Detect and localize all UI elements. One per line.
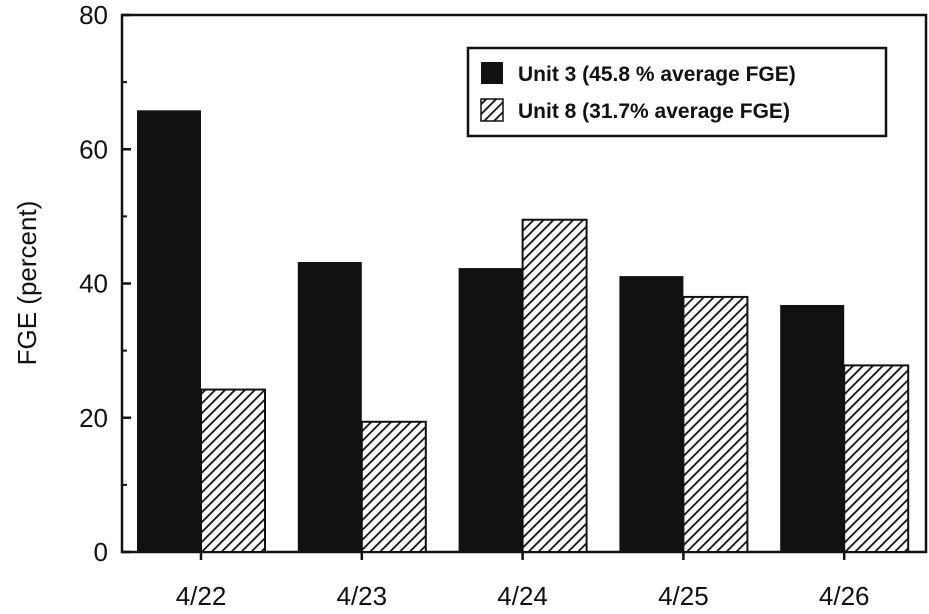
x-tick-label: 4/24: [497, 581, 548, 611]
y-tick-label: 40: [79, 269, 108, 299]
bar-unit8-4-22: [201, 390, 265, 552]
legend-swatch-unit8: [481, 99, 503, 121]
bar-unit8-4-26: [844, 365, 908, 552]
bar-unit3-4-24: [459, 268, 523, 552]
y-tick-label: 20: [79, 403, 108, 433]
bars-group: [137, 110, 908, 552]
bar-unit8-4-23: [362, 422, 426, 552]
bar-unit3-4-25: [619, 276, 683, 552]
legend: Unit 3 (45.8 % average FGE) Unit 8 (31.7…: [468, 48, 886, 136]
x-tick-label: 4/23: [336, 581, 387, 611]
bar-unit8-4-25: [683, 297, 747, 552]
x-tick-label: 4/22: [176, 581, 227, 611]
legend-label-unit3: Unit 3 (45.8 % average FGE): [518, 63, 796, 86]
y-tick-label: 60: [79, 134, 108, 164]
legend-label-unit8: Unit 8 (31.7% average FGE): [518, 100, 790, 123]
bar-unit3-4-23: [298, 262, 362, 552]
bar-unit3-4-22: [137, 110, 201, 552]
x-axis: 4/22 4/23 4/24 4/25 4/26: [176, 552, 870, 611]
x-tick-label: 4/25: [658, 581, 709, 611]
bar-unit3-4-26: [780, 305, 844, 552]
y-axis-title: FGE (percent): [12, 201, 42, 366]
y-tick-label: 80: [79, 0, 108, 30]
y-tick-label: 0: [94, 537, 108, 567]
legend-swatch-unit3: [481, 62, 503, 84]
x-tick-label: 4/26: [819, 581, 870, 611]
bar-unit8-4-24: [523, 220, 587, 552]
